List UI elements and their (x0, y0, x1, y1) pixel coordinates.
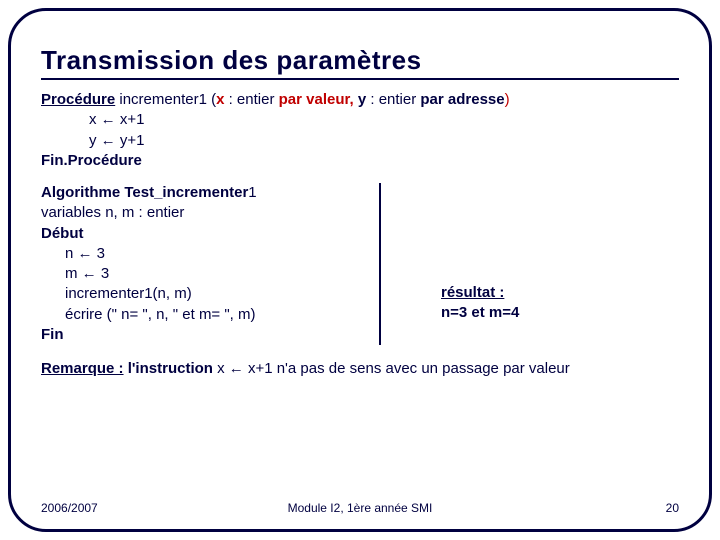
remark-block: Remarque : l'instruction x ← x+1 n'a pas… (41, 359, 679, 379)
footer: 2006/2007 Module I2, 1ère année SMI 20 (41, 501, 679, 515)
kw-fin: Fin (41, 325, 369, 345)
result-value: n=3 et m=4 (441, 303, 519, 323)
algo-header: Algorithme Test_incrementer1 (41, 183, 369, 203)
remark-instr: l'instruction (124, 360, 213, 377)
footer-left: 2006/2007 (41, 501, 98, 515)
proc-line1: x ← x+1 (41, 110, 679, 130)
procedure-block: Procédure incrementer1 (x : entier par v… (41, 90, 679, 171)
param-y: y (354, 91, 367, 108)
algorithm-container: Algorithme Test_incrementer1 variables n… (41, 183, 679, 345)
algorithm-block: Algorithme Test_incrementer1 variables n… (41, 183, 381, 345)
remark-label: Remarque : (41, 360, 124, 377)
result-label: résultat : (441, 283, 519, 303)
kw-algorithme: Algorithme Test_incrementer (41, 184, 248, 201)
algo-suffix: 1 (248, 184, 256, 201)
proc-name: incrementer1 ( (115, 91, 216, 108)
footer-center: Module I2, 1ère année SMI (288, 501, 433, 515)
par-adresse: par adresse (420, 91, 504, 108)
par-valeur: par valeur, (279, 91, 354, 108)
param-y-type: : entier (366, 91, 420, 108)
kw-debut: Début (41, 224, 369, 244)
result-block: résultat : n=3 et m=4 (441, 283, 519, 324)
proc-line2: y ← y+1 (41, 131, 679, 151)
kw-procedure: Procédure (41, 91, 115, 108)
algo-line1: n ← 3 (41, 244, 369, 264)
algo-line3: incrementer1(n, m) (41, 284, 369, 304)
footer-right: 20 (666, 501, 679, 515)
remark-text: x ← x+1 n'a pas de sens avec un passage … (213, 360, 570, 377)
kw-finprocedure: Fin.Procédure (41, 151, 679, 171)
proc-close: ) (505, 91, 510, 108)
slide-title: Transmission des paramètres (41, 45, 679, 76)
slide-frame: Transmission des paramètres Procédure in… (8, 8, 712, 532)
algo-line4: écrire (" n= ", n, " et m= ", m) (41, 305, 369, 325)
algo-line2: m ← 3 (41, 264, 369, 284)
algo-vars: variables n, m : entier (41, 203, 369, 223)
param-x-type: : entier (224, 91, 278, 108)
title-underline (41, 78, 679, 80)
procedure-signature: Procédure incrementer1 (x : entier par v… (41, 90, 679, 110)
